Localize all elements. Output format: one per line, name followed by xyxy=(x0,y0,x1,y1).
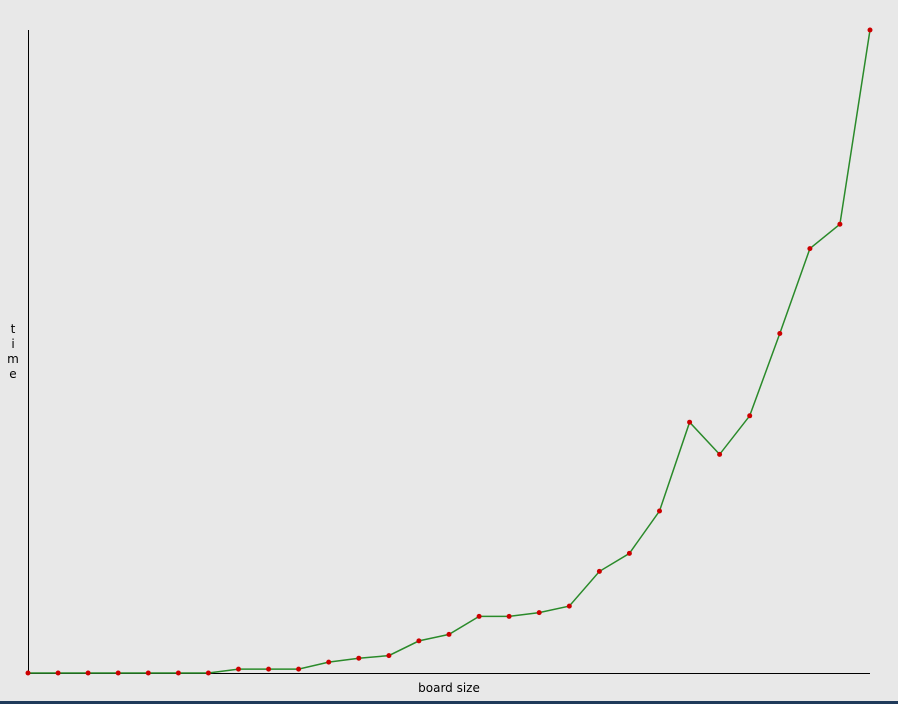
data-point xyxy=(476,613,482,619)
x-axis-label: board size xyxy=(418,681,480,695)
data-point xyxy=(25,670,31,676)
data-point xyxy=(115,670,121,676)
data-point xyxy=(867,27,873,33)
data-point xyxy=(326,659,332,665)
y-axis-label-char: t xyxy=(10,322,16,336)
data-point xyxy=(175,670,181,676)
window-bottom-border xyxy=(0,701,898,704)
series-layer xyxy=(25,27,873,676)
data-point xyxy=(205,670,211,676)
series-line xyxy=(28,29,871,674)
data-point xyxy=(596,568,602,574)
data-point xyxy=(416,638,422,644)
data-point xyxy=(566,603,572,609)
data-point xyxy=(356,655,362,661)
y-axis-label-char: e xyxy=(9,367,17,381)
data-point xyxy=(807,246,813,252)
data-point xyxy=(536,610,542,616)
data-point xyxy=(296,666,302,672)
data-point xyxy=(717,451,723,457)
data-point xyxy=(266,666,272,672)
data-point xyxy=(446,631,452,637)
data-point xyxy=(657,508,662,514)
y-axis-label-char: m xyxy=(7,352,19,366)
data-point xyxy=(55,670,61,676)
data-point xyxy=(687,419,693,425)
data-point xyxy=(145,670,151,676)
data-point xyxy=(506,613,512,619)
data-point xyxy=(85,670,91,676)
data-point xyxy=(837,221,843,227)
data-point xyxy=(626,550,632,556)
data-point xyxy=(386,653,392,659)
y-axis-label-char: i xyxy=(11,337,15,351)
data-point xyxy=(747,413,753,419)
data-point xyxy=(777,331,783,336)
data-point xyxy=(236,666,241,672)
